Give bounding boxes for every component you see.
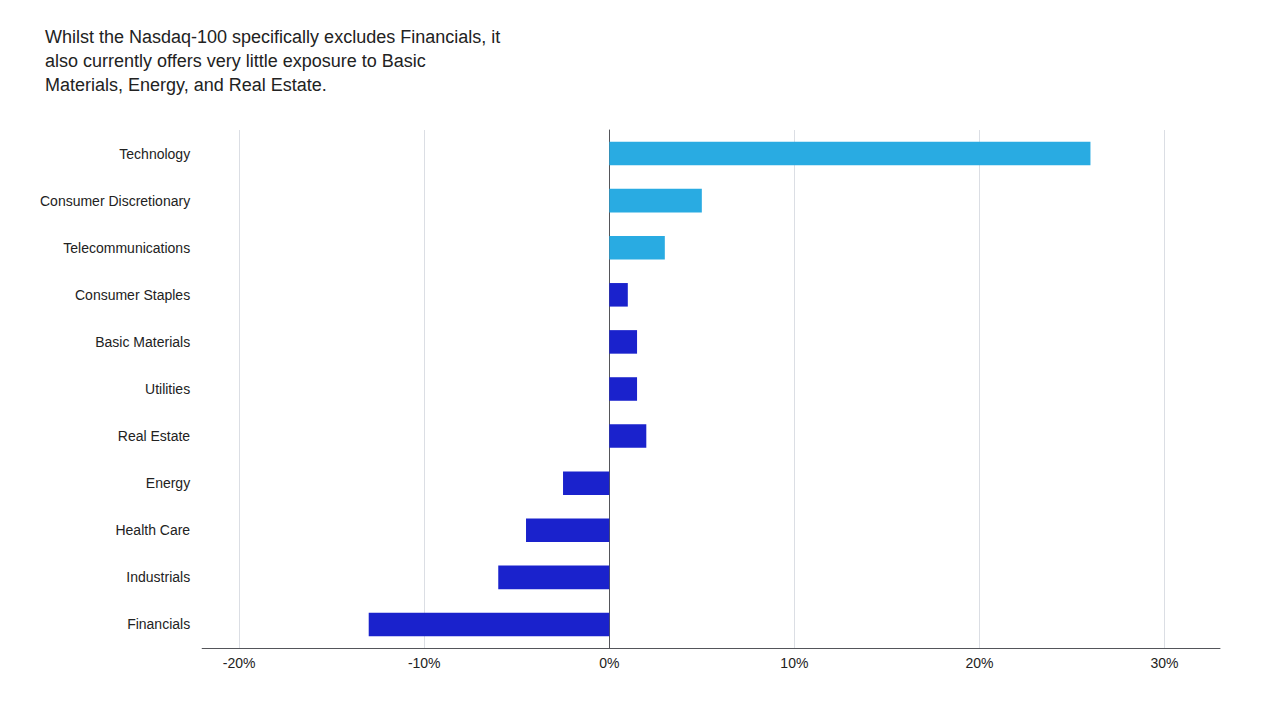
svg-text:Energy: Energy	[146, 475, 190, 491]
svg-text:Technology: Technology	[119, 146, 190, 162]
svg-text:Consumer Discretionary: Consumer Discretionary	[40, 193, 190, 209]
svg-text:Basic Materials: Basic Materials	[95, 334, 190, 350]
svg-text:Materials, Energy, and Real Es: Materials, Energy, and Real Estate.	[45, 75, 327, 95]
svg-text:Health Care: Health Care	[115, 522, 190, 538]
svg-text:30%: 30%	[1150, 655, 1178, 671]
svg-text:Industrials: Industrials	[126, 569, 190, 585]
svg-text:-10%: -10%	[408, 655, 441, 671]
svg-text:20%: 20%	[965, 655, 993, 671]
svg-text:Utilities: Utilities	[145, 381, 190, 397]
svg-text:Whilst the Nasdaq-100 specific: Whilst the Nasdaq-100 specifically exclu…	[45, 27, 500, 47]
svg-text:0%: 0%	[599, 655, 619, 671]
svg-text:Financials: Financials	[127, 616, 190, 632]
svg-text:Real Estate: Real Estate	[118, 428, 191, 444]
svg-text:also currently offers very lit: also currently offers very little exposu…	[45, 51, 426, 71]
svg-text:Telecommunications: Telecommunications	[63, 240, 190, 256]
svg-text:Consumer Staples: Consumer Staples	[75, 287, 190, 303]
svg-text:-20%: -20%	[223, 655, 256, 671]
svg-text:10%: 10%	[780, 655, 808, 671]
